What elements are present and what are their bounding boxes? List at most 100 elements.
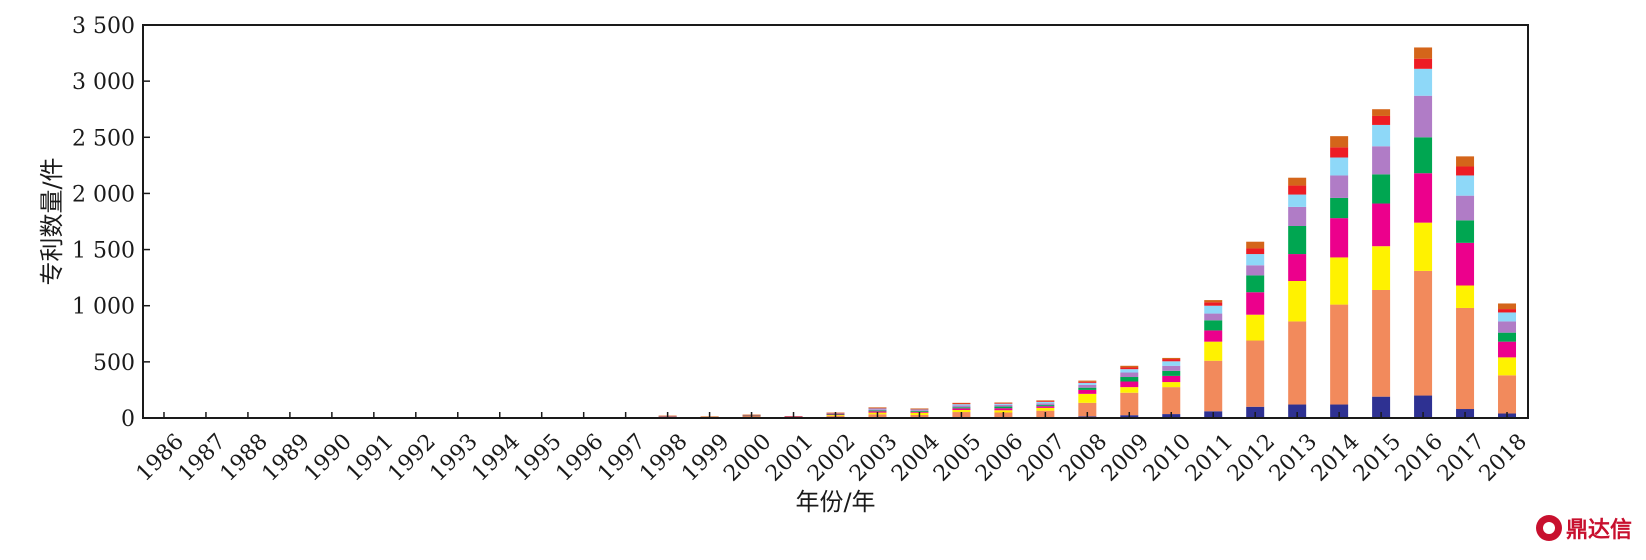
x-tick-label: 2010	[1139, 429, 1196, 486]
bar-segment-2015-s8	[1372, 115, 1391, 125]
x-tick-label: 2002	[803, 429, 860, 486]
y-tick-label: 2 000	[72, 182, 135, 207]
y-tick-label: 500	[93, 351, 135, 376]
x-tick-label: 2004	[887, 429, 944, 486]
bar-segment-2017-s8	[1456, 166, 1475, 176]
bar-segment-2015-s7	[1372, 124, 1391, 147]
bar-segment-2013-s1	[1288, 404, 1307, 418]
x-tick-label: 1988	[216, 429, 273, 486]
bar-segment-2007-s9	[1036, 400, 1055, 402]
bar-segment-2005-s8	[952, 403, 971, 405]
bar-segment-2009-s5	[1120, 377, 1139, 382]
y-axis-title: 专利数量/件	[38, 157, 66, 285]
y-tick-label: 2 500	[72, 126, 135, 151]
bar-segment-2011-s8	[1204, 302, 1223, 306]
bar-segment-2008-s6	[1078, 384, 1097, 388]
x-tick-label: 1998	[635, 429, 692, 486]
bar-segment-2014-s5	[1330, 197, 1349, 219]
bar-segment-2016-s2	[1414, 270, 1433, 396]
bar-segment-2012-s5	[1246, 275, 1265, 293]
y-tick-label: 3 000	[72, 70, 135, 95]
bar-segment-2010-s8	[1162, 359, 1181, 362]
bar-segment-2008-s8	[1078, 381, 1097, 383]
x-tick-label: 1994	[467, 429, 524, 486]
bar-segment-2013-s9	[1288, 177, 1307, 186]
bar-segment-2011-s9	[1204, 300, 1223, 303]
bar-segment-2009-s2	[1120, 392, 1139, 416]
bar-segment-2003-s5	[868, 410, 887, 412]
bar-segment-2014-s9	[1330, 136, 1349, 148]
bar-segment-2007-s3	[1036, 407, 1055, 411]
bar-segment-2012-s9	[1246, 241, 1265, 249]
x-tick-label: 2015	[1349, 429, 1406, 486]
bar-segment-2009-s6	[1120, 372, 1139, 378]
bar-segment-2012-s6	[1246, 265, 1265, 276]
bar-segment-2013-s6	[1288, 206, 1307, 226]
bar-segment-2006-s4	[994, 408, 1013, 411]
x-tick-label: 1989	[258, 429, 315, 486]
bar-segment-2012-s3	[1246, 314, 1265, 341]
bar-segment-2008-s4	[1078, 389, 1097, 394]
x-tick-label: 2000	[719, 429, 776, 486]
bar-segment-2017-s9	[1456, 156, 1475, 167]
x-tick-label: 2017	[1433, 429, 1490, 486]
bar-segment-2006-s9	[994, 402, 1013, 404]
bar-segment-2014-s7	[1330, 157, 1349, 176]
x-tick-label: 2006	[971, 429, 1028, 486]
bar-segment-2014-s3	[1330, 257, 1349, 305]
bar-segment-2015-s3	[1372, 246, 1391, 290]
y-tick-label: 1 500	[72, 239, 135, 264]
bar-segment-2016-s4	[1414, 173, 1433, 223]
bar-segment-2016-s8	[1414, 58, 1433, 69]
bar-segment-2010-s6	[1162, 365, 1181, 371]
x-tick-label: 2003	[845, 429, 902, 486]
bar-segment-2006-s7	[994, 403, 1013, 405]
y-tick-label: 1 000	[72, 295, 135, 320]
bar-segment-2012-s4	[1246, 292, 1265, 315]
bar-segment-2011-s4	[1204, 330, 1223, 342]
bar-segment-2008-s9	[1078, 380, 1097, 382]
bar-segment-2011-s7	[1204, 305, 1223, 314]
x-tick-label: 1986	[132, 429, 189, 486]
bar-segment-2010-s4	[1162, 375, 1181, 383]
x-tick-label: 2013	[1265, 429, 1322, 486]
bar-segment-2017-s4	[1456, 242, 1475, 286]
bar-segment-2008-s5	[1078, 387, 1097, 390]
y-tick-label: 0	[121, 407, 135, 432]
x-tick-label: 2014	[1307, 429, 1364, 486]
bar-segment-2009-s4	[1120, 381, 1139, 388]
bar-segment-2004-s9	[910, 408, 929, 410]
bar-segment-2013-s5	[1288, 225, 1307, 255]
x-tick-label: 1993	[425, 429, 482, 486]
bar-segment-2003-s9	[868, 407, 887, 408]
plot-frame	[142, 24, 1529, 419]
bars-layer	[154, 47, 1517, 419]
bar-segment-2011-s3	[1204, 341, 1223, 361]
x-tick-label: 2012	[1223, 429, 1280, 486]
logo-text: 鼎达信	[1565, 518, 1632, 543]
bar-segment-2009-s7	[1120, 369, 1139, 373]
logo-icon	[1535, 515, 1562, 541]
y-tick-label: 3 500	[72, 14, 135, 39]
bar-segment-2016-s3	[1414, 222, 1433, 271]
bar-segment-2013-s8	[1288, 185, 1307, 195]
x-tick-label: 1987	[174, 429, 231, 486]
x-tick-label: 1991	[342, 429, 399, 486]
bar-segment-2005-s7	[952, 404, 971, 406]
bar-segment-2014-s4	[1330, 218, 1349, 258]
bar-segment-2015-s1	[1372, 396, 1391, 418]
x-axis-title: 年份/年	[795, 488, 875, 516]
bar-segment-2003-s6	[868, 409, 887, 411]
bar-segment-2010-s7	[1162, 361, 1181, 366]
bar-segment-2009-s3	[1120, 387, 1139, 393]
x-tick-label: 2018	[1475, 429, 1532, 486]
x-tick-label: 2001	[761, 429, 818, 486]
bar-segment-2006-s6	[994, 404, 1013, 407]
x-tick-label: 2009	[1097, 429, 1154, 486]
bar-segment-2010-s5	[1162, 370, 1181, 376]
bar-segment-2009-s9	[1120, 365, 1139, 368]
bar-segment-2016-s5	[1414, 137, 1433, 174]
bar-segment-2005-s5	[952, 407, 971, 409]
bar-segment-2013-s4	[1288, 254, 1307, 282]
bar-segment-2006-s3	[994, 410, 1013, 413]
